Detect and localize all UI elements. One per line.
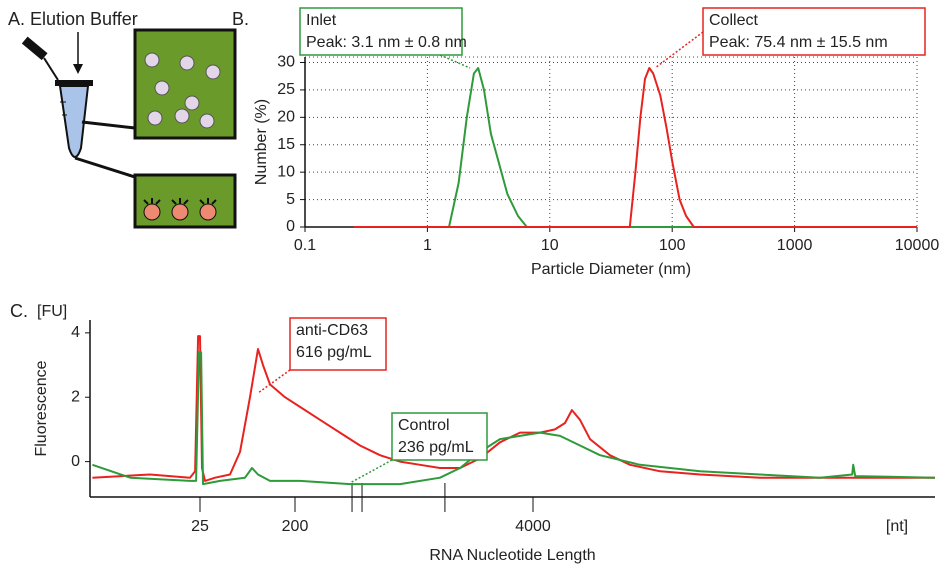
y-axis-label: Number (%) <box>253 99 270 185</box>
y-tick-label: 0 <box>286 218 295 235</box>
tube-cap <box>55 80 93 86</box>
x-tick-label: 0.1 <box>294 237 316 254</box>
connector <box>74 156 139 180</box>
x-axis-label: Particle Diameter (nm) <box>531 261 691 278</box>
x-unit: [nt] <box>886 518 908 535</box>
annotation-text: Peak: 3.1 nm ± 0.8 nm <box>306 34 467 51</box>
series-line <box>92 335 935 482</box>
x-tick-label: 200 <box>282 518 309 535</box>
leader-line <box>257 369 291 394</box>
y-tick-label: 0 <box>71 453 80 470</box>
x-tick-label: 1 <box>423 237 432 254</box>
annotation-text: Collect <box>709 12 758 29</box>
annotation-text: Peak: 75.4 nm ± 15.5 nm <box>709 34 888 51</box>
y-tick-label: 30 <box>277 54 295 71</box>
particles <box>144 52 221 129</box>
x-tick-label: 100 <box>659 237 686 254</box>
x-tick-label: 4000 <box>515 518 551 535</box>
annotation-text: anti-CD63 <box>296 322 368 339</box>
arrow-head <box>73 64 83 74</box>
beads <box>143 198 217 221</box>
annotation-box <box>391 412 488 461</box>
diagram-title: Elution Buffer <box>30 9 138 29</box>
x-tick-label: 25 <box>191 518 209 535</box>
panel-a: A. Elution Buffer <box>8 9 237 229</box>
annotation-text: Control <box>398 417 450 434</box>
panel-label: C. <box>10 301 28 321</box>
y-axis-label: Fluorescence <box>33 360 50 456</box>
x-tick-label: 10000 <box>895 237 940 254</box>
annotation-box <box>289 317 387 371</box>
y-tick-label: 10 <box>277 163 295 180</box>
y-tick-label: 2 <box>71 388 80 405</box>
series-line <box>353 67 917 228</box>
panel-label: B. <box>232 9 249 29</box>
y-tick-label: 25 <box>277 81 295 98</box>
y-tick-label: 5 <box>286 191 295 208</box>
leader-line <box>349 459 393 484</box>
x-tick-label: 1000 <box>777 237 813 254</box>
annotation-box <box>299 7 463 56</box>
y-tick-label: 20 <box>277 109 295 126</box>
connector <box>81 120 136 130</box>
tube-lid <box>21 36 48 61</box>
y-unit: [FU] <box>37 303 67 320</box>
annotation-text: 236 pg/mL <box>398 439 474 456</box>
y-tick-label: 4 <box>71 324 80 341</box>
annotation-box <box>702 7 926 56</box>
leader-line <box>439 54 471 69</box>
tube-hinge <box>43 57 59 81</box>
leader-line <box>654 31 704 69</box>
annotation-text: 616 pg/mL <box>296 344 372 361</box>
panel-label: A. <box>8 9 25 29</box>
annotation-text: Inlet <box>306 12 337 29</box>
x-tick-label: 10 <box>541 237 559 254</box>
x-axis-label: RNA Nucleotide Length <box>429 547 595 564</box>
series-line <box>92 351 936 486</box>
series-line <box>353 67 917 228</box>
y-tick-label: 15 <box>277 136 295 153</box>
